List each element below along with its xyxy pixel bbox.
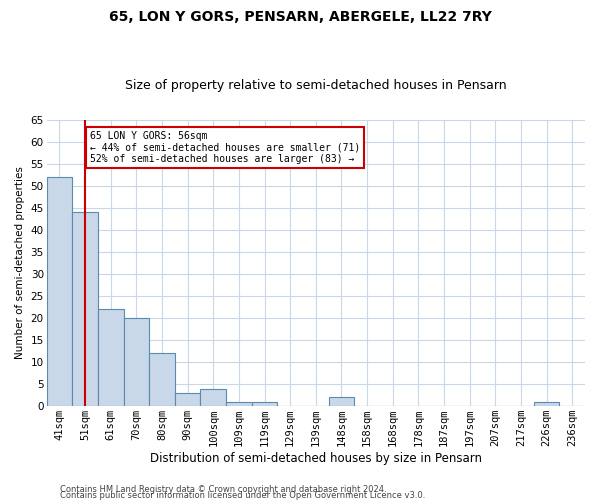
Bar xyxy=(124,318,149,406)
X-axis label: Distribution of semi-detached houses by size in Pensarn: Distribution of semi-detached houses by … xyxy=(150,452,482,465)
Bar xyxy=(175,393,200,406)
Bar xyxy=(534,402,559,406)
Text: 65, LON Y GORS, PENSARN, ABERGELE, LL22 7RY: 65, LON Y GORS, PENSARN, ABERGELE, LL22 … xyxy=(109,10,491,24)
Bar xyxy=(329,398,354,406)
Bar xyxy=(72,212,98,406)
Y-axis label: Number of semi-detached properties: Number of semi-detached properties xyxy=(15,166,25,360)
Text: Contains HM Land Registry data © Crown copyright and database right 2024.: Contains HM Land Registry data © Crown c… xyxy=(60,484,386,494)
Bar xyxy=(98,309,124,406)
Bar xyxy=(149,354,175,406)
Text: 65 LON Y GORS: 56sqm
← 44% of semi-detached houses are smaller (71)
52% of semi-: 65 LON Y GORS: 56sqm ← 44% of semi-detac… xyxy=(90,130,361,164)
Title: Size of property relative to semi-detached houses in Pensarn: Size of property relative to semi-detach… xyxy=(125,79,506,92)
Bar xyxy=(47,177,72,406)
Bar xyxy=(251,402,277,406)
Text: Contains public sector information licensed under the Open Government Licence v3: Contains public sector information licen… xyxy=(60,490,425,500)
Bar xyxy=(226,402,251,406)
Bar xyxy=(200,388,226,406)
